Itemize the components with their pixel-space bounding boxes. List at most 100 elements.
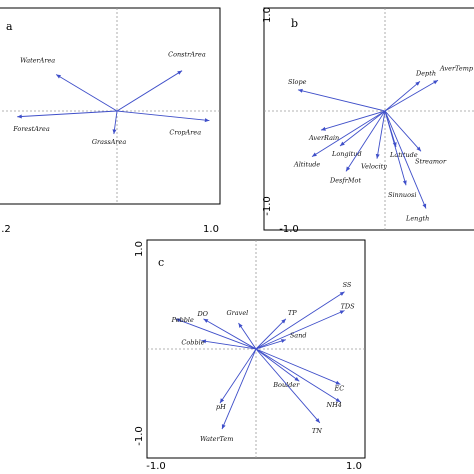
vector-waterarea — [55, 74, 118, 112]
arrow-head-ec — [335, 380, 341, 385]
tick-label-x-left: -1.0 — [279, 224, 299, 235]
vector-label-averrain: AverRain — [308, 134, 339, 142]
vector-label-constrarea: ConstrArea — [168, 51, 206, 59]
vector-label-gravel: Gravel — [226, 309, 248, 317]
tick-label-y-top: 1.0 — [262, 7, 273, 23]
vector-forestarea — [17, 110, 118, 118]
arrow-head-tn — [315, 418, 320, 423]
vector-ph — [219, 348, 257, 404]
tick-label-y-bottom: -1.0 — [262, 196, 273, 216]
vector-label-cobble: Cobble — [181, 339, 204, 347]
arrow-head-tp — [281, 318, 286, 324]
vector-tn — [255, 348, 321, 424]
vector-label-tds: TDS — [341, 303, 356, 311]
vector-depth — [384, 80, 421, 112]
arrow-head-gravel — [238, 323, 243, 328]
vector-velocity — [376, 110, 386, 159]
vector-averrain — [320, 110, 386, 131]
vector-nh4 — [255, 348, 341, 403]
tick-label-y-top: 1.0 — [134, 241, 145, 257]
vector-longitud — [339, 110, 386, 147]
arrow-head-sand — [280, 339, 286, 343]
vector-sand — [255, 339, 287, 350]
vector-boulder — [255, 348, 300, 382]
vector-label-pebble: Pebble — [171, 316, 194, 324]
vector-label-ss: SS — [343, 281, 352, 289]
vector-length — [384, 110, 427, 209]
arrow-head-waterarea — [56, 74, 61, 79]
tick-label-x-right: 1.0 — [346, 461, 362, 472]
arrow-head-cobble — [201, 339, 207, 344]
panel-a: a ConstrArea WaterArea ForestArea GrassArea C… — [0, 7, 221, 235]
panel-letter: c — [158, 256, 164, 269]
vector-desfrmot — [345, 110, 386, 172]
arrow-head-depth — [415, 81, 420, 86]
arrow-head-sinnuosi — [402, 180, 407, 186]
arrow-head-do — [203, 318, 209, 323]
vector-ec — [255, 348, 341, 385]
panel-letter: b — [291, 17, 298, 30]
arrow-head-nh4 — [335, 397, 341, 403]
vector-label-tn: TN — [312, 427, 322, 435]
vector-label-depth: Depth — [415, 69, 436, 77]
vector-label-length: Length — [405, 215, 429, 223]
vector-slope — [297, 89, 386, 112]
vector-label-altitude: Altitude — [293, 161, 320, 169]
arrow-head-ss — [339, 291, 345, 296]
vector-label-slope: Slope — [288, 78, 307, 86]
vector-label-do: DO — [196, 310, 208, 318]
vector-label-sinnuosi: Sinnuosi — [388, 191, 416, 199]
vector-croparea — [116, 110, 210, 122]
arrow-head-constrarea — [177, 70, 183, 75]
tick-label-y-bottom: -1.0 — [134, 426, 145, 446]
arrow-head-croparea — [204, 118, 210, 123]
arrow-head-grassarea — [112, 129, 117, 135]
vector-cobble — [201, 340, 257, 350]
panel-frame — [263, 7, 474, 231]
arrow-head-velocity — [375, 153, 380, 159]
panel-letter: a — [6, 20, 13, 33]
vector-label-grassarea: GrassArea — [92, 138, 126, 146]
vector-tp — [255, 318, 287, 350]
vector-label-waterarea: WaterArea — [20, 57, 55, 65]
vector-avertemp — [384, 79, 439, 112]
vector-label-desfrmot: DesfrMot — [329, 176, 361, 184]
arrow-head-length — [422, 203, 427, 209]
vector-constrarea — [116, 70, 183, 112]
vector-altitude — [311, 110, 386, 157]
vector-label-tp: TP — [288, 309, 297, 317]
tick-label-x-right: 1.0 — [203, 224, 219, 235]
tick-label-x-left: .2 — [1, 224, 11, 235]
vector-tds — [255, 310, 345, 350]
vector-label-sand: Sand — [290, 332, 307, 340]
vector-pebble — [175, 318, 257, 350]
vector-ss — [255, 291, 345, 350]
vector-label-croparea: CropArea — [169, 129, 201, 137]
arrow-head-watertem — [221, 424, 226, 430]
arrow-head-slope — [298, 88, 303, 93]
arrow-head-tds — [339, 310, 345, 315]
arrow-head-averrain — [321, 126, 326, 131]
vector-watertem — [221, 348, 257, 430]
arrow-head-longitud — [340, 141, 345, 146]
vector-label-watertem: WaterTem — [200, 435, 233, 443]
vector-label-streamor: Streamor — [415, 157, 447, 165]
arrow-head-altitude — [312, 152, 317, 157]
panel-frame — [0, 7, 221, 205]
arrow-head-avertemp — [433, 80, 438, 85]
arrow-head-forestarea — [17, 114, 22, 119]
vector-label-avertemp: AverTemp — [439, 64, 474, 72]
arrow-head-boulder — [294, 376, 300, 382]
tick-label-x-left: -1.0 — [146, 461, 166, 472]
vector-gravel — [238, 322, 257, 350]
vector-sinnuosi — [384, 110, 407, 186]
vector-label-boulder: Boulder — [272, 381, 300, 389]
vector-streamor — [384, 110, 422, 152]
arrow-head-streamor — [416, 146, 421, 152]
vector-do — [203, 318, 257, 350]
vector-label-ec: EC — [333, 384, 344, 392]
vector-label-ph: pH — [216, 403, 226, 411]
